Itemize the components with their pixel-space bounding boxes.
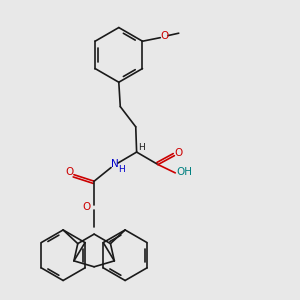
Text: O: O: [83, 202, 91, 212]
Text: N: N: [111, 159, 119, 169]
Text: O: O: [174, 148, 183, 158]
Text: O: O: [66, 167, 74, 177]
Text: O: O: [160, 31, 168, 41]
Text: H: H: [118, 165, 125, 174]
Text: OH: OH: [176, 167, 192, 177]
Text: H: H: [139, 143, 145, 152]
